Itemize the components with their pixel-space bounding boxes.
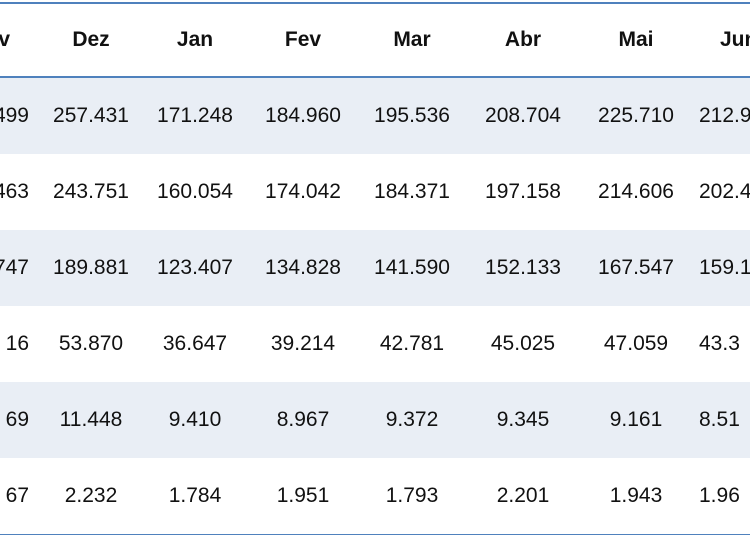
table-cell: 8.967 [276, 408, 330, 431]
column-header: Abr [504, 28, 542, 51]
table-cell: 9.410 [168, 408, 222, 431]
table-cell: 243.751 [53, 180, 129, 203]
table-cell: 69 [5, 408, 29, 431]
table-row: 499 257.431 171.248 184.960 195.536 208.704 22… [0, 78, 750, 154]
table-cell: 45.025 [490, 332, 556, 355]
table-cell: 1.943 [609, 484, 663, 507]
table-cell: 463 [0, 180, 29, 203]
table-cell: 195.536 [374, 104, 450, 127]
table-cell: 197.158 [485, 180, 561, 203]
table-cell: 1.784 [168, 484, 222, 507]
column-header: v [0, 28, 10, 51]
table-cell: 160.054 [157, 180, 233, 203]
column-header: Jun [720, 28, 750, 51]
column-header: Dez [72, 28, 110, 51]
table-cell: 202.4 [699, 180, 750, 203]
table-cell: 499 [0, 104, 29, 127]
table-cell: 141.590 [374, 256, 450, 279]
table-cell: 2.232 [64, 484, 118, 507]
table-cell: 257.431 [53, 104, 129, 127]
table-cell: 1.793 [385, 484, 439, 507]
table-cell: 9.345 [496, 408, 550, 431]
table-cell: 43.3 [699, 332, 740, 355]
table-cell: 123.407 [157, 256, 233, 279]
table-cell: 184.960 [265, 104, 341, 127]
table-cell: 39.214 [270, 332, 336, 355]
table-bottom-border [0, 533, 750, 535]
table-row: 463 243.751 160.054 174.042 184.371 197.158 21… [0, 154, 750, 230]
table-cell: 1.96 [699, 484, 740, 507]
table-cell: 171.248 [157, 104, 233, 127]
table-cell: 214.606 [598, 180, 674, 203]
table-cell: 8.51 [699, 408, 740, 431]
table-cell: 174.042 [265, 180, 341, 203]
table-cell: 1.951 [276, 484, 330, 507]
table-cell: 42.781 [379, 332, 445, 355]
table-cell: 167.547 [598, 256, 674, 279]
table-cell: 9.372 [385, 408, 439, 431]
table-row: 67 2.232 1.784 1.951 1.793 2.201 1.943 1.96 [0, 458, 750, 534]
table-row: 747 189.881 123.407 134.828 141.590 152.133 16… [0, 230, 750, 306]
table-cell: 184.371 [374, 180, 450, 203]
column-header: Mai [618, 28, 654, 51]
column-header: Jan [176, 28, 214, 51]
table-cell: 67 [5, 484, 29, 507]
table-cell: 212.9 [699, 104, 750, 127]
table-cell: 747 [0, 256, 29, 279]
table-cell: 159.1 [699, 256, 750, 279]
table-cell: 225.710 [598, 104, 674, 127]
table-cell: 36.647 [162, 332, 228, 355]
table-cell: 11.448 [59, 408, 123, 431]
table-row: 69 11.448 9.410 8.967 9.372 9.345 9.161 8.51 [0, 382, 750, 458]
table-cell: 53.870 [58, 332, 124, 355]
column-header: Fev [284, 28, 322, 51]
column-header: Mar [393, 28, 431, 51]
table-row: 16 53.870 36.647 39.214 42.781 45.025 47.059 43… [0, 306, 750, 382]
table-cell: 16 [5, 332, 29, 355]
table-cell: 152.133 [485, 256, 561, 279]
table-cell: 208.704 [485, 104, 561, 127]
table-cell: 134.828 [265, 256, 341, 279]
table-cell: 189.881 [53, 256, 129, 279]
header-row: v Dez Jan Fev Mar Abr Mai Jun [0, 2, 750, 78]
table-cell: 47.059 [603, 332, 669, 355]
table-cell: 9.161 [609, 408, 663, 431]
table-cell: 2.201 [496, 484, 550, 507]
